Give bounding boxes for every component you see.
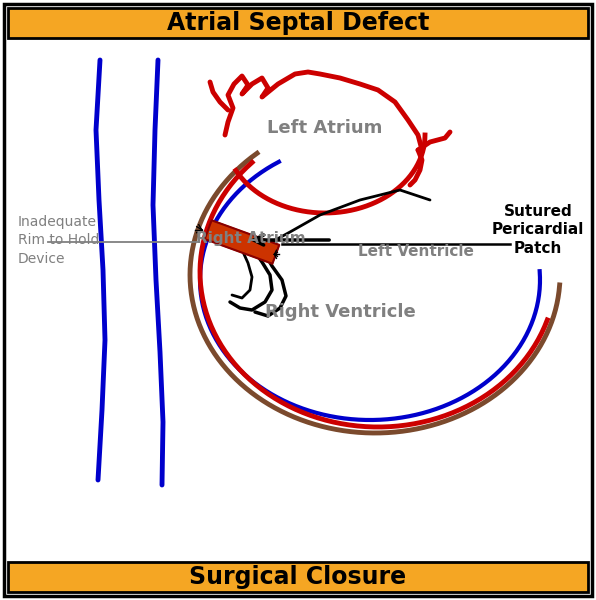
Text: Sutured
Pericardial
Patch: Sutured Pericardial Patch — [492, 204, 584, 256]
Text: Left Atrium: Left Atrium — [268, 119, 383, 137]
Bar — [8, 562, 588, 592]
Text: Left Ventricle: Left Ventricle — [358, 245, 474, 259]
Text: Right Atrium: Right Atrium — [196, 230, 306, 245]
Bar — [8, 8, 588, 38]
Polygon shape — [205, 220, 280, 264]
Text: Inadequate
Rim to Hold
Device: Inadequate Rim to Hold Device — [18, 215, 100, 266]
Text: Atrial Septal Defect: Atrial Septal Defect — [167, 11, 429, 35]
Text: Right Ventricle: Right Ventricle — [265, 303, 415, 321]
Text: Surgical Closure: Surgical Closure — [190, 565, 406, 589]
